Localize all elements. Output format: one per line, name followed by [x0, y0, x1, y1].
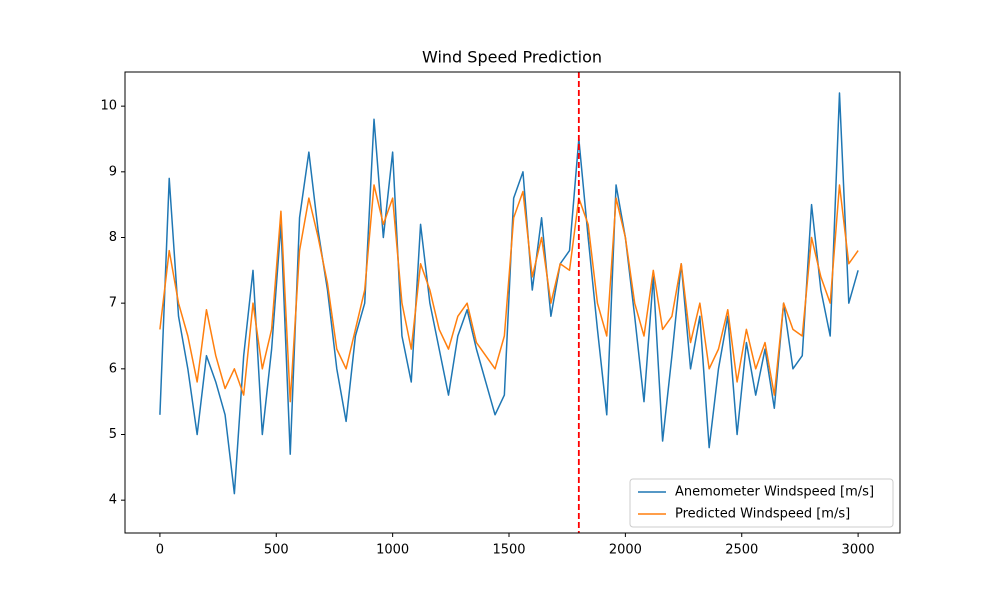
x-tick-label: 1500 — [492, 543, 525, 558]
x-tick-label: 1000 — [376, 543, 409, 558]
y-tick-label: 8 — [109, 230, 117, 245]
plot-frame — [124, 71, 901, 534]
y-tick-label: 5 — [109, 427, 117, 442]
legend-box — [629, 478, 894, 528]
series-line — [159, 184, 859, 403]
x-tick-label: 2500 — [725, 543, 758, 558]
y-tick-label: 6 — [109, 361, 117, 376]
y-tick-label: 4 — [109, 493, 117, 508]
y-tick-label: 9 — [109, 164, 117, 179]
y-tick-label: 7 — [109, 296, 117, 311]
x-tick-label: 500 — [264, 543, 289, 558]
x-tick-label: 3000 — [842, 543, 875, 558]
series-line — [159, 92, 859, 495]
chart-title: Wind Speed Prediction — [422, 48, 602, 67]
legend-label: Anemometer Windspeed [m/s] — [675, 485, 874, 500]
x-tick-label: 0 — [156, 543, 164, 558]
legend-label: Predicted Windspeed [m/s] — [675, 507, 850, 522]
y-tick-label: 10 — [100, 99, 117, 114]
x-tick-label: 2000 — [609, 543, 642, 558]
